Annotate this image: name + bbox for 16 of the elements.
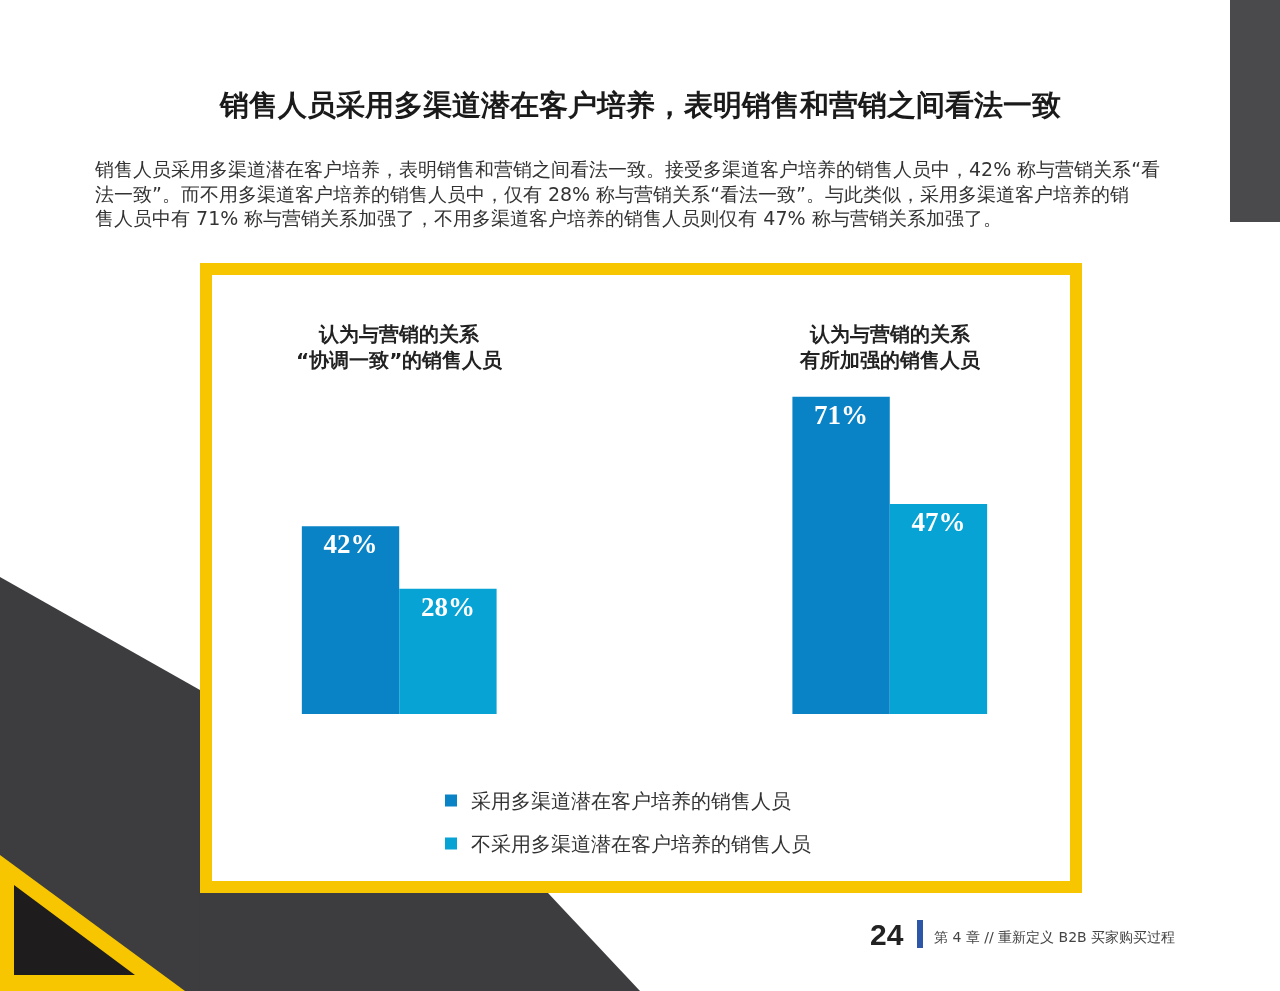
bar bbox=[301, 526, 400, 714]
chart-title: 销售人员采用多渠道潜在客户培养，表明销售和营销之间看法一致 bbox=[217, 88, 1061, 123]
bar bbox=[792, 396, 890, 714]
x-tick-label: 认为与营销的关系“协调一致”的销售人员 bbox=[296, 322, 504, 372]
data-label: 47% bbox=[911, 506, 966, 537]
data-label: 42% bbox=[323, 529, 378, 560]
bar bbox=[399, 588, 497, 714]
chart-subtitle: 销售人员采用多渠道潜在客户培养，表明销售和营销之间看法一致。接受多渠道客户培养的销售人员中，42% 称与营销关系“看法一致”。而不用多渠道客户培养的销售人员中，仅有 28% 称与营销关系“看法一致”。与此类似，采用多渠道客户培养的销售人员中有 71% 称与营销关系加强了，不用多渠道客户培养的销售人员则仅有 47% 称与营销关系加强了。 bbox=[94, 158, 1161, 230]
data-label: 28% bbox=[420, 591, 475, 622]
text: 24 bbox=[870, 918, 904, 951]
data-label: 71% bbox=[814, 399, 869, 430]
legend-label: 不采用多渠道潜在客户培养的销售人员 bbox=[471, 832, 811, 857]
x-tick-label: 认为与营销的关系有所加强的销售人员 bbox=[798, 322, 981, 372]
text: 第 4 章 // 重新定义 B2B 买家购买过程 bbox=[934, 929, 1176, 945]
legend-label: 采用多渠道潜在客户培养的销售人员 bbox=[471, 789, 791, 814]
bar bbox=[889, 503, 988, 714]
